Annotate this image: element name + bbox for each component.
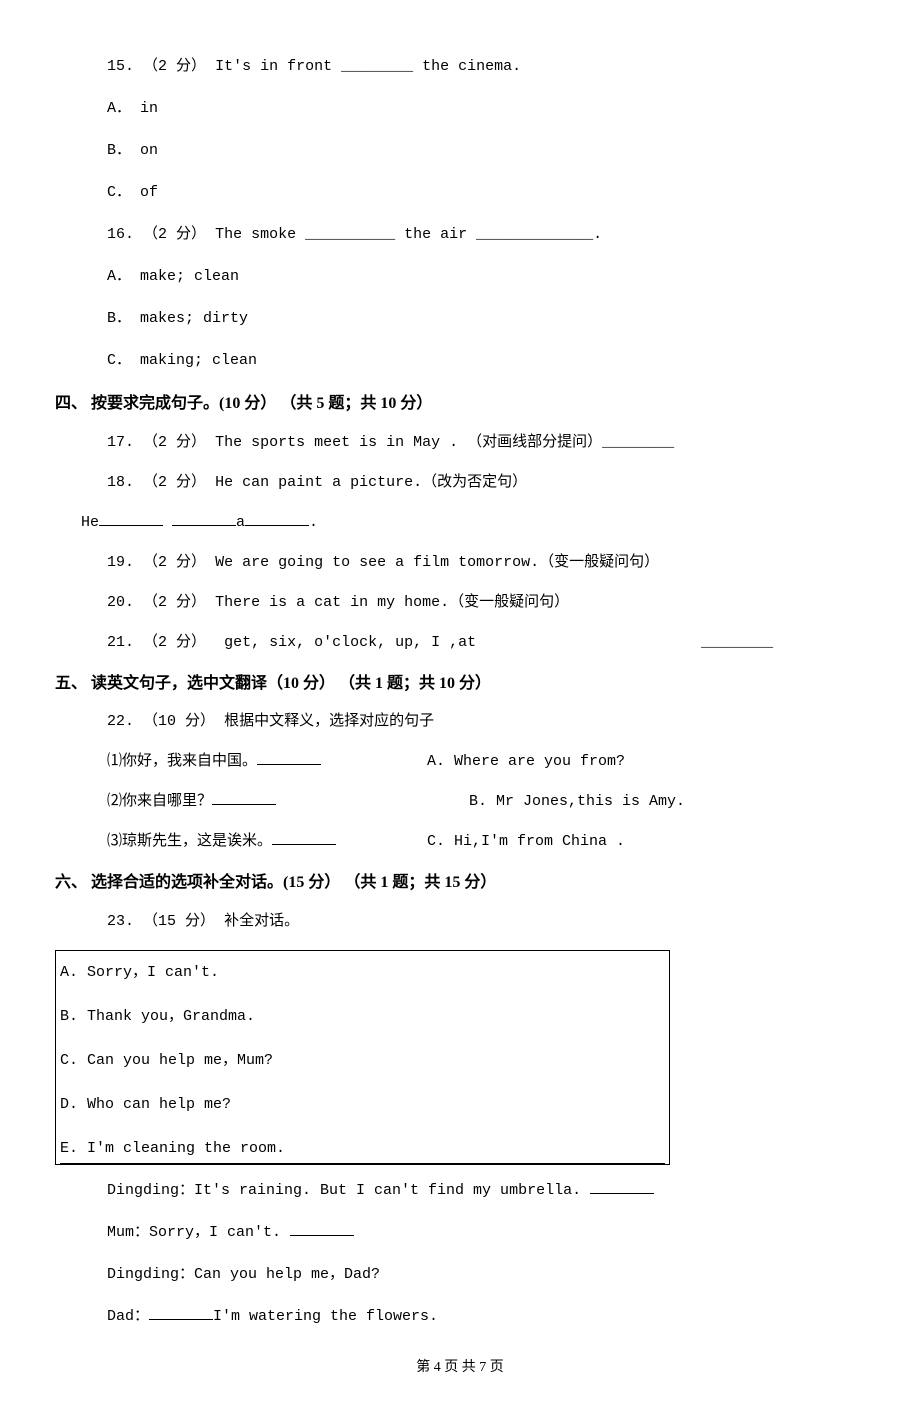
q-num: 21. <box>107 634 134 651</box>
dialogue-text: Dad： <box>107 1308 149 1325</box>
q-text: It's in front <box>215 58 341 75</box>
match-left: ⑶琼斯先生，这是诶米。 <box>107 833 272 850</box>
dialogue-line-1: Dingding：It's raining. But I can't find … <box>107 1179 865 1203</box>
q-num: 17. <box>107 434 134 451</box>
section-5-header: 五、 读英文句子，选中文翻译（10 分） （共 1 题；共 10 分） <box>55 671 865 697</box>
box-option-d[interactable]: D. Who can help me? <box>60 1093 665 1117</box>
q-points: （2 分） <box>143 226 206 243</box>
question-17: 17. （2 分） The sports meet is in May . （对… <box>107 431 865 455</box>
q-text: a <box>236 514 245 531</box>
q-text: get, six, o'clock, up, I ,at <box>215 634 701 651</box>
option-c[interactable]: C． of <box>107 181 865 205</box>
q-points: （2 分） <box>143 434 206 451</box>
q-text: . <box>593 226 602 243</box>
match-row-3: ⑶琼斯先生，这是诶米。 C. Hi,I'm from China . <box>107 830 865 854</box>
fill-blank[interactable] <box>149 1319 213 1320</box>
option-c[interactable]: C． making; clean <box>107 349 865 373</box>
fill-blank[interactable] <box>590 1193 654 1194</box>
option-b[interactable]: B． on <box>107 139 865 163</box>
match-right: A. Where are you from? <box>427 750 625 774</box>
q-num: 23. <box>107 913 134 930</box>
q-points: （2 分） <box>143 58 206 75</box>
box-option-c[interactable]: C. Can you help me，Mum? <box>60 1049 665 1073</box>
fill-blank[interactable] <box>212 804 276 805</box>
answer-options-box: A. Sorry，I can't. B. Thank you，Grandma. … <box>55 950 670 1165</box>
match-left: ⑴你好，我来自中国。 <box>107 753 257 770</box>
section-6-header: 六、 选择合适的选项补全对话。(15 分） （共 1 题；共 15 分） <box>55 870 865 896</box>
q-points: （2 分） <box>143 554 206 571</box>
q-text: . <box>309 514 318 531</box>
q-num: 20. <box>107 594 134 611</box>
fill-blank[interactable] <box>172 525 236 526</box>
fill-blank[interactable]: __________ <box>305 226 395 243</box>
q-points: （10 分） <box>143 713 215 730</box>
q18-fill-line: He a. <box>81 511 865 535</box>
fill-blank[interactable] <box>99 525 163 526</box>
box-option-b[interactable]: B. Thank you，Grandma. <box>60 1005 665 1029</box>
q-text: 补全对话。 <box>224 913 299 930</box>
fill-blank[interactable]: ________ <box>602 434 674 451</box>
q-text: the cinema. <box>413 58 521 75</box>
q-text: He can paint a picture.（改为否定句） <box>215 474 527 491</box>
question-23: 23. （15 分） 补全对话。 <box>107 910 865 934</box>
question-21: 21. （2 分） get, six, o'clock, up, I ,at _… <box>107 631 865 655</box>
match-right: C. Hi,I'm from China . <box>427 830 625 854</box>
q-text: the air <box>395 226 476 243</box>
q-num: 22. <box>107 713 134 730</box>
q-points: （15 分） <box>143 913 215 930</box>
match-right: B. Mr Jones,this is Amy. <box>427 790 685 814</box>
question-20: 20. （2 分） There is a cat in my home.（变一般… <box>107 591 865 615</box>
q-text: We are going to see a film tomorrow.（变一般… <box>215 554 659 571</box>
fill-blank[interactable] <box>257 764 321 765</box>
page-footer: 第 4 页 共 7 页 <box>55 1357 865 1379</box>
section-4-header: 四、 按要求完成句子。(10 分） （共 5 题；共 10 分） <box>55 391 865 417</box>
question-16: 16. （2 分） The smoke __________ the air _… <box>107 223 865 247</box>
dialogue-text: Dingding：It's raining. But I can't find … <box>107 1182 590 1199</box>
q-text: He <box>81 514 99 531</box>
q-points: （2 分） <box>143 634 206 651</box>
box-option-e[interactable]: E. I'm cleaning the room. <box>60 1137 665 1164</box>
dialogue-line-4: Dad： I'm watering the flowers. <box>107 1305 865 1329</box>
q-text: 根据中文释义，选择对应的句子 <box>224 713 434 730</box>
q-num: 18. <box>107 474 134 491</box>
q-text: The sports meet is in May . （对画线部分提问） <box>215 434 602 451</box>
q-text: There is a cat in my home.（变一般疑问句） <box>215 594 569 611</box>
match-row-2: ⑵你来自哪里？ B. Mr Jones,this is Amy. <box>107 790 865 814</box>
question-22: 22. （10 分） 根据中文释义，选择对应的句子 <box>107 710 865 734</box>
question-18: 18. （2 分） He can paint a picture.（改为否定句） <box>107 471 865 495</box>
box-option-a[interactable]: A. Sorry，I can't. <box>60 961 665 985</box>
option-a[interactable]: A． in <box>107 97 865 121</box>
dialogue-text: Dingding：Can you help me，Dad? <box>107 1266 380 1283</box>
fill-blank[interactable]: _____________ <box>476 226 593 243</box>
dialogue-line-3: Dingding：Can you help me，Dad? <box>107 1263 865 1287</box>
fill-blank[interactable] <box>290 1235 354 1236</box>
fill-blank[interactable]: ________ <box>701 634 773 651</box>
question-15: 15. （2 分） It's in front ________ the cin… <box>107 55 865 79</box>
fill-blank[interactable] <box>245 525 309 526</box>
match-row-1: ⑴你好，我来自中国。 A. Where are you from? <box>107 750 865 774</box>
dialogue-text: I'm watering the flowers. <box>213 1308 438 1325</box>
fill-blank[interactable] <box>272 844 336 845</box>
match-left: ⑵你来自哪里？ <box>107 793 212 810</box>
q-points: （2 分） <box>143 474 206 491</box>
option-b[interactable]: B． makes; dirty <box>107 307 865 331</box>
dialogue-line-2: Mum：Sorry，I can't. <box>107 1221 865 1245</box>
q-num: 15. <box>107 58 134 75</box>
question-19: 19. （2 分） We are going to see a film tom… <box>107 551 865 575</box>
dialogue-text: Mum：Sorry，I can't. <box>107 1224 290 1241</box>
fill-blank[interactable]: ________ <box>341 58 413 75</box>
option-a[interactable]: A． make; clean <box>107 265 865 289</box>
q-points: （2 分） <box>143 594 206 611</box>
q-num: 16. <box>107 226 134 243</box>
q-num: 19. <box>107 554 134 571</box>
q-text: The smoke <box>215 226 305 243</box>
